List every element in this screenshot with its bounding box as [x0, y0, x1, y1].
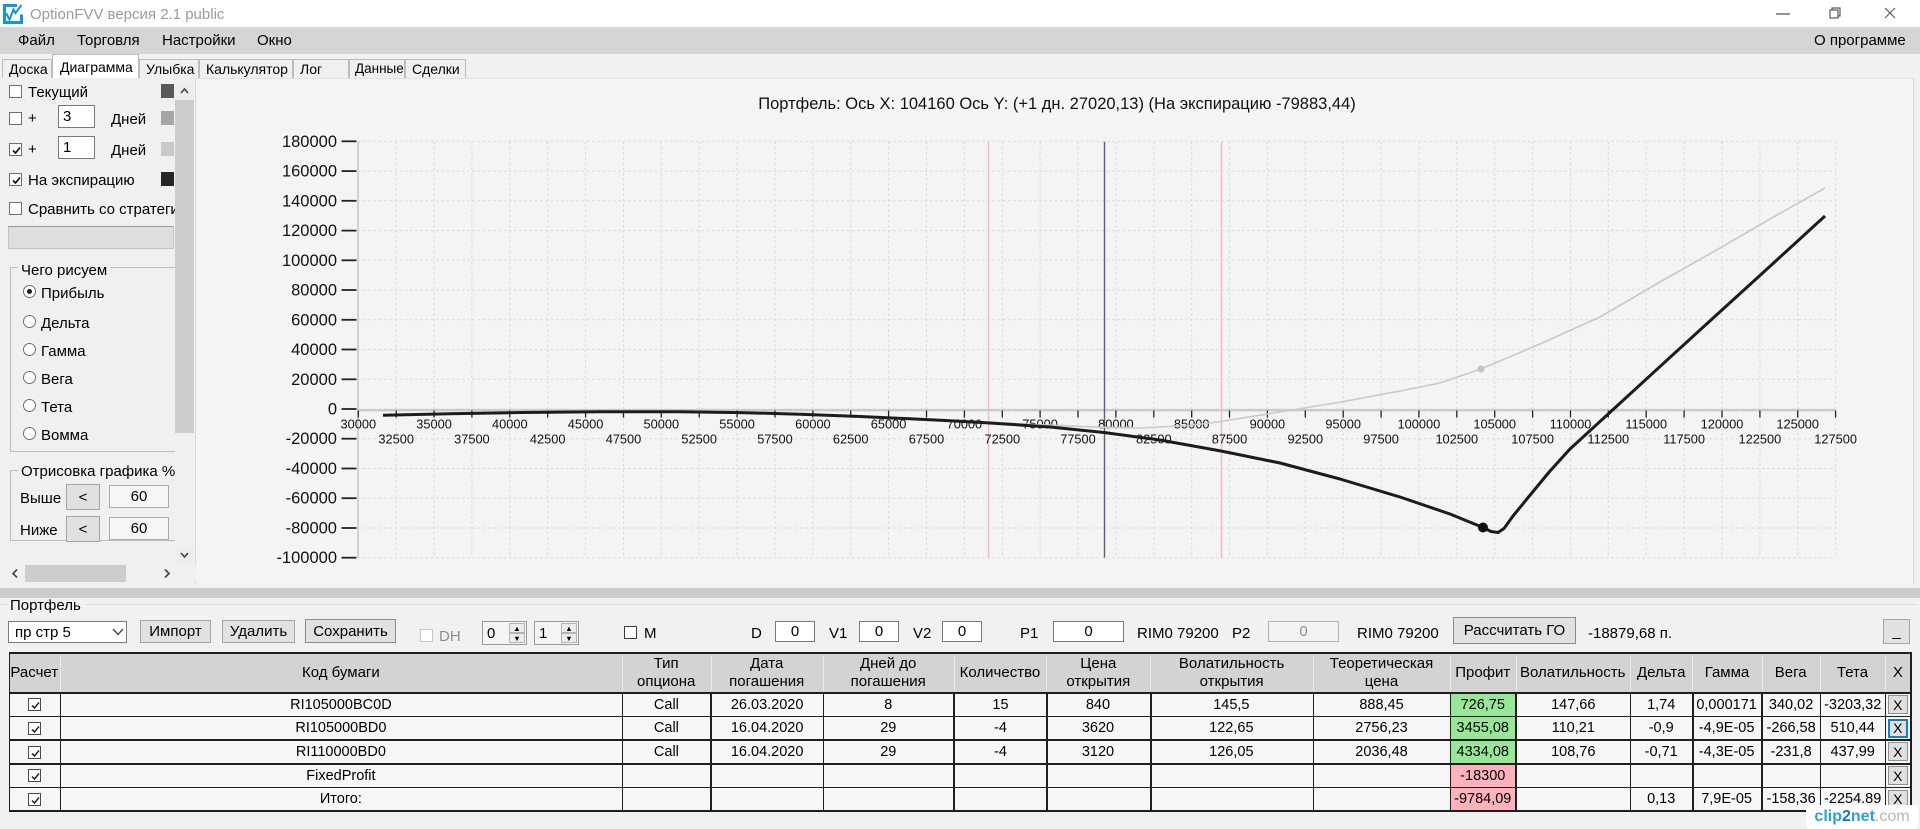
- svg-text:122500: 122500: [1739, 431, 1782, 446]
- svg-text:107500: 107500: [1511, 431, 1554, 446]
- svg-text:-100000: -100000: [276, 549, 337, 567]
- svg-text:180000: 180000: [282, 133, 337, 151]
- svg-text:140000: 140000: [282, 192, 337, 210]
- svg-text:117500: 117500: [1663, 431, 1705, 446]
- svg-text:125000: 125000: [1776, 416, 1819, 431]
- svg-text:30000: 30000: [341, 416, 377, 431]
- svg-text:65000: 65000: [871, 416, 907, 431]
- svg-text:112500: 112500: [1587, 431, 1629, 446]
- svg-text:0: 0: [328, 401, 337, 419]
- svg-text:100000: 100000: [282, 252, 337, 270]
- svg-text:80000: 80000: [291, 282, 337, 300]
- svg-text:32500: 32500: [378, 431, 414, 446]
- svg-text:50000: 50000: [644, 416, 680, 431]
- svg-text:45000: 45000: [568, 416, 604, 431]
- svg-text:85000: 85000: [1174, 416, 1210, 431]
- svg-text:120000: 120000: [1701, 416, 1744, 431]
- svg-text:57500: 57500: [757, 431, 793, 446]
- svg-text:115000: 115000: [1625, 416, 1667, 431]
- svg-text:Портфель: Ось X: 104160 Ось Y:: Портфель: Ось X: 104160 Ось Y: (+1 дн. 2…: [758, 95, 1356, 113]
- svg-text:62500: 62500: [833, 431, 869, 446]
- svg-text:72500: 72500: [985, 431, 1021, 446]
- svg-text:127500: 127500: [1814, 431, 1857, 446]
- svg-text:92500: 92500: [1288, 431, 1324, 446]
- svg-text:87500: 87500: [1212, 431, 1248, 446]
- svg-text:47500: 47500: [606, 431, 642, 446]
- svg-text:60000: 60000: [291, 311, 337, 329]
- svg-text:60000: 60000: [795, 416, 831, 431]
- svg-text:160000: 160000: [282, 163, 337, 181]
- svg-text:37500: 37500: [454, 431, 490, 446]
- svg-text:105000: 105000: [1473, 416, 1516, 431]
- svg-text:20000: 20000: [291, 371, 337, 389]
- svg-text:102500: 102500: [1435, 431, 1478, 446]
- svg-text:40000: 40000: [291, 341, 337, 359]
- svg-text:100000: 100000: [1398, 416, 1441, 431]
- svg-text:97500: 97500: [1363, 431, 1399, 446]
- svg-text:90000: 90000: [1250, 416, 1286, 431]
- svg-text:110000: 110000: [1550, 416, 1592, 431]
- svg-text:67500: 67500: [909, 431, 945, 446]
- svg-text:77500: 77500: [1060, 431, 1096, 446]
- svg-text:35000: 35000: [416, 416, 452, 431]
- svg-text:-20000: -20000: [286, 430, 337, 448]
- svg-text:42500: 42500: [530, 431, 566, 446]
- svg-text:52500: 52500: [681, 431, 717, 446]
- svg-text:80000: 80000: [1098, 416, 1134, 431]
- svg-text:70000: 70000: [947, 416, 983, 431]
- svg-text:40000: 40000: [492, 416, 528, 431]
- svg-text:-80000: -80000: [286, 520, 337, 538]
- svg-text:-40000: -40000: [286, 460, 337, 478]
- svg-text:-60000: -60000: [286, 490, 337, 508]
- svg-text:120000: 120000: [282, 222, 337, 240]
- svg-text:55000: 55000: [719, 416, 755, 431]
- svg-text:95000: 95000: [1325, 416, 1361, 431]
